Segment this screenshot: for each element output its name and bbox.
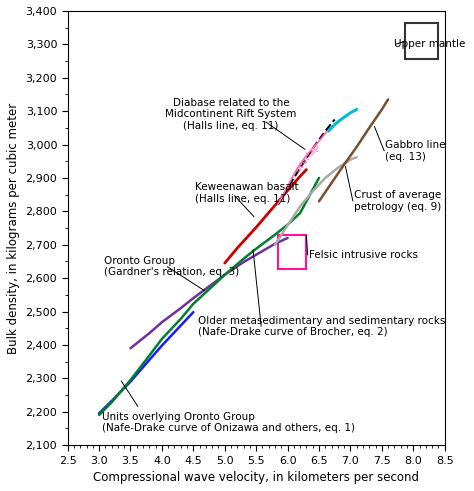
Text: Oronto Group
(Gardner's relation, eq. 3): Oronto Group (Gardner's relation, eq. 3) — [104, 256, 239, 277]
Text: Felsic intrusive rocks: Felsic intrusive rocks — [309, 250, 418, 260]
Text: Older metasedimentary and sedimentary rocks
(Nafe-Drake curve of Brocher, eq. 2): Older metasedimentary and sedimentary ro… — [198, 316, 446, 337]
Bar — [405, 23, 438, 59]
Text: Keweenawan basalt
(Halls line, eq. 11): Keweenawan basalt (Halls line, eq. 11) — [195, 182, 298, 204]
X-axis label: Compressional wave velocity, in kilometers per second: Compressional wave velocity, in kilomete… — [93, 471, 419, 484]
Text: Upper mantle: Upper mantle — [394, 39, 466, 49]
Text: overlap: overlap — [294, 141, 322, 174]
Text: Gabbro line
(eq. 13): Gabbro line (eq. 13) — [385, 140, 446, 162]
Y-axis label: Bulk density, in kilograms per cubic meter: Bulk density, in kilograms per cubic met… — [7, 103, 20, 354]
Bar — [277, 235, 306, 269]
Text: Crust of average
petrology (eq. 9): Crust of average petrology (eq. 9) — [354, 191, 441, 212]
Text: Units overlying Oronto Group
(Nafe-Drake curve of Onizawa and others, eq. 1): Units overlying Oronto Group (Nafe-Drake… — [102, 411, 355, 433]
Text: Diabase related to the
Midcontinent Rift System
(Halls line, eq. 11): Diabase related to the Midcontinent Rift… — [165, 98, 297, 131]
